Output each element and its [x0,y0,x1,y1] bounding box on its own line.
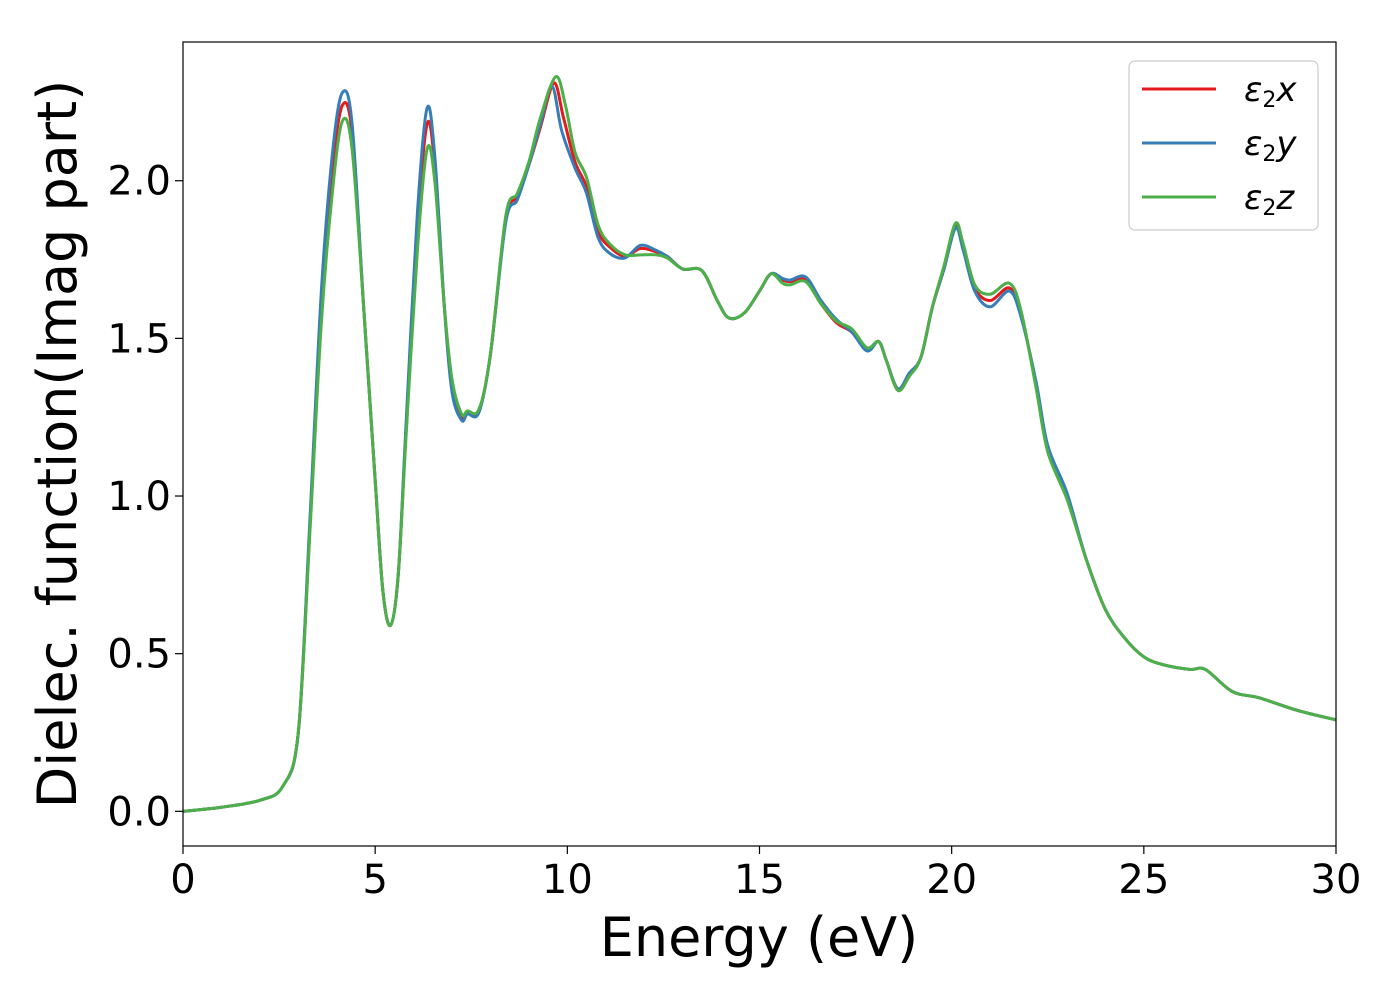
y-tick-label: 1.0 [107,474,171,520]
legend-label-ε2z: ε2z [1244,178,1295,221]
series-line-ε2z [182,75,1337,813]
legend: ε2x ε2y ε2z [1128,60,1319,231]
y-tick-label: 0.5 [107,632,171,678]
legend-box [1128,60,1319,231]
series-layer [182,75,1337,813]
x-tick-label: 0 [170,857,195,903]
x-axis: 0 5 10 15 20 25 30 [170,846,1361,903]
legend-label-ε2y: ε2y [1244,124,1297,167]
y-tick-label: 1.5 [107,316,171,362]
x-tick-label: 30 [1311,857,1362,903]
x-tick-label: 5 [362,857,387,903]
y-tick-label: 2.0 [107,159,171,205]
y-axis-title: Dielec. function(Imag part) [26,80,89,809]
x-axis-title: Energy (eV) [600,906,919,969]
y-tick-label: 0.0 [107,789,171,835]
x-tick-label: 15 [734,857,785,903]
y-axis: 0.0 0.5 1.0 1.5 2.0 [107,159,183,835]
x-tick-label: 10 [542,857,593,903]
x-tick-label: 25 [1118,857,1169,903]
x-tick-label: 20 [926,857,977,903]
legend-label-ε2x: ε2x [1244,70,1297,113]
